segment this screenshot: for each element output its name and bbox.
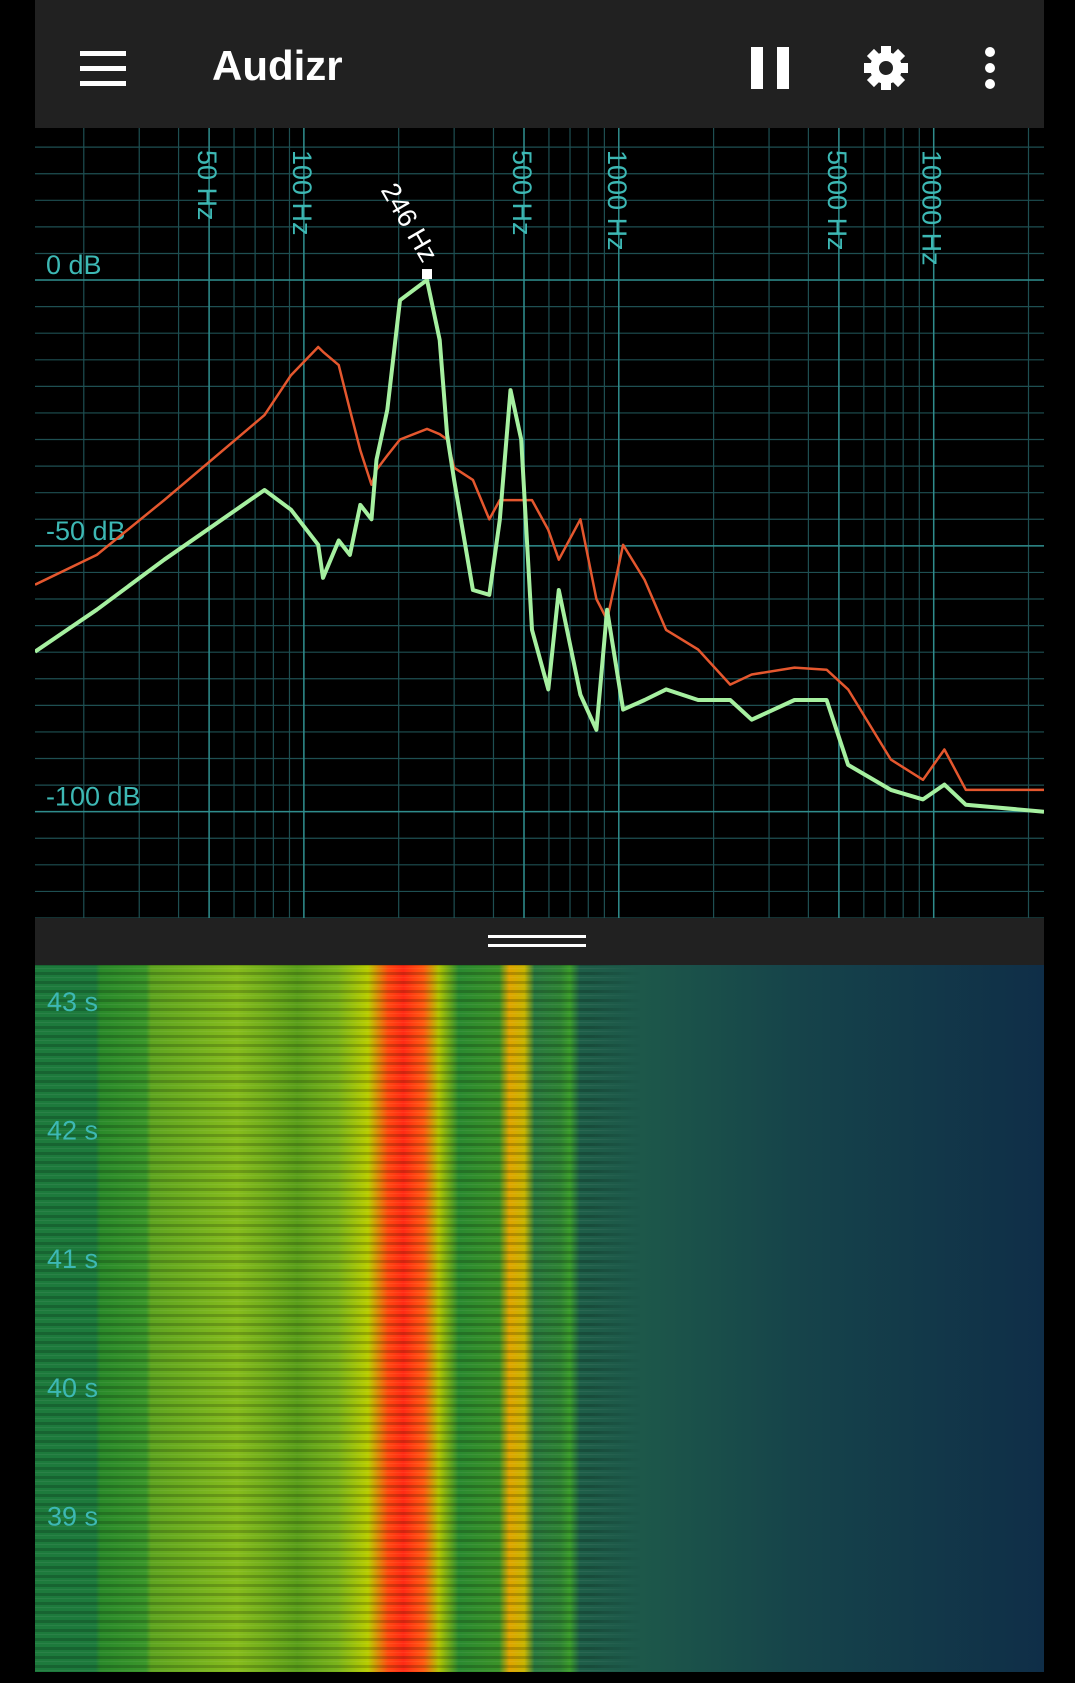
peak-marker — [421, 269, 432, 280]
series-layer — [35, 278, 1044, 814]
x-tick-label: 50 Hz — [192, 150, 222, 221]
app-title: Audizr — [212, 42, 343, 89]
x-tick-label: 500 Hz — [507, 150, 537, 236]
spectrum-line — [35, 345, 1044, 792]
time-label: 39 s — [47, 1501, 98, 1531]
time-label: 42 s — [47, 1116, 98, 1146]
time-axis: 43 s 42 s 41 s 40 s 39 s — [47, 987, 98, 1531]
time-label: 43 s — [47, 987, 98, 1017]
spectrogram — [35, 965, 1044, 1672]
grid — [35, 128, 1044, 919]
divider[interactable] — [35, 918, 1044, 965]
time-label: 40 s — [47, 1373, 98, 1403]
y-tick-label: -100 dB — [46, 782, 141, 812]
overflow-menu[interactable] — [985, 47, 995, 89]
x-tick-label: 5000 Hz — [822, 150, 852, 251]
y-tick-label: 0 dB — [46, 250, 102, 280]
pause-button[interactable] — [751, 47, 789, 89]
menu-button[interactable] — [80, 51, 126, 86]
time-label: 41 s — [47, 1244, 98, 1274]
spectrum-line — [35, 278, 1044, 814]
settings-button[interactable] — [864, 46, 908, 90]
x-tick-label: 10000 Hz — [917, 150, 947, 266]
plot-area — [35, 128, 1044, 918]
x-tick-label: 100 Hz — [287, 150, 317, 236]
drag-handle[interactable] — [488, 935, 586, 947]
plot: 50 Hz 100 Hz 500 Hz 1000 Hz 5000 Hz 10000 Hz 0… — [35, 150, 1044, 814]
x-tick-label: 1000 Hz — [602, 150, 632, 251]
